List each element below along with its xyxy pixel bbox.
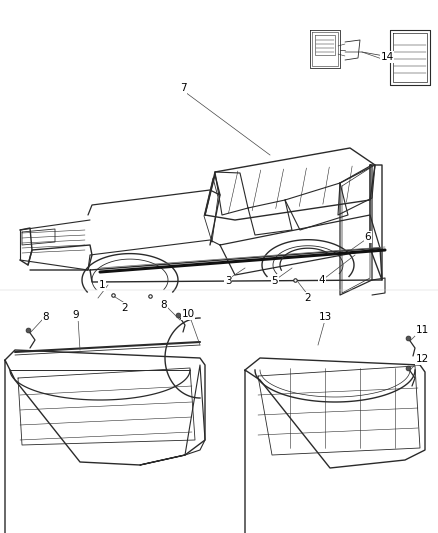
Text: 4: 4 (319, 275, 325, 285)
Text: 3: 3 (225, 276, 231, 286)
Text: 2: 2 (305, 293, 311, 303)
Text: 6: 6 (365, 232, 371, 242)
Text: 9: 9 (73, 310, 79, 320)
Text: 5: 5 (272, 276, 278, 286)
Text: 8: 8 (161, 300, 167, 310)
Text: 11: 11 (415, 325, 429, 335)
Text: 8: 8 (42, 312, 49, 322)
Text: 1: 1 (99, 280, 105, 290)
Text: 7: 7 (180, 83, 186, 93)
Text: 13: 13 (318, 312, 332, 322)
Text: 14: 14 (380, 52, 394, 62)
Text: 2: 2 (122, 303, 128, 313)
Text: 10: 10 (181, 309, 194, 319)
Text: 12: 12 (415, 354, 429, 364)
